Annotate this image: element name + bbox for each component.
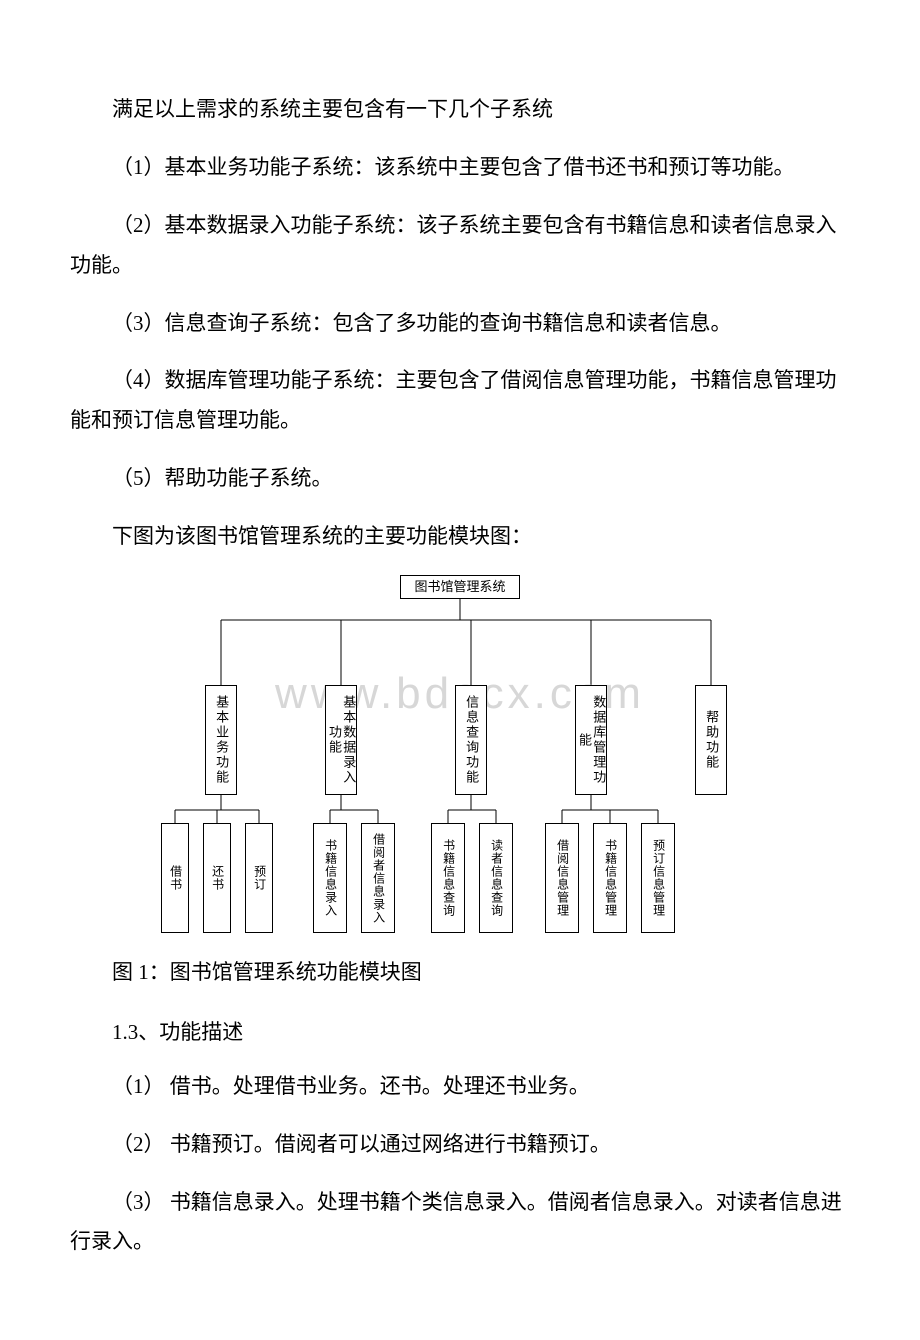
node-leaf-reserve-manage: 预订信息管理 bbox=[641, 823, 675, 933]
subsystem-2: （2）基本数据录入功能子系统：该子系统主要包含有书籍信息和读者信息录入功能。 bbox=[70, 206, 850, 286]
node-mid-db-manage: 数据库管理功能 bbox=[575, 685, 607, 795]
node-mid-help: 帮助功能 bbox=[695, 685, 727, 795]
node-mid-info-query: 信息查询功能 bbox=[455, 685, 487, 795]
func-desc-1: （1） 借书。处理借书业务。还书。处理还书业务。 bbox=[70, 1067, 850, 1107]
node-leaf-borrow-manage: 借阅信息管理 bbox=[545, 823, 579, 933]
subsystem-3: （3）信息查询子系统：包含了多功能的查询书籍信息和读者信息。 bbox=[70, 304, 850, 344]
node-mid-data-entry: 基本数据录入功能 bbox=[325, 685, 357, 795]
diagram-lead-in: 下图为该图书馆管理系统的主要功能模块图： bbox=[70, 517, 850, 557]
section-heading: 1.3、功能描述 bbox=[70, 1013, 850, 1053]
subsystem-5: （5）帮助功能子系统。 bbox=[70, 459, 850, 499]
node-leaf-return: 还书 bbox=[203, 823, 231, 933]
node-root: 图书馆管理系统 bbox=[400, 575, 520, 599]
intro-paragraph: 满足以上需求的系统主要包含有一下几个子系统 bbox=[70, 90, 850, 130]
subsystem-4: （4）数据库管理功能子系统：主要包含了借阅信息管理功能，书籍信息管理功能和预订信… bbox=[70, 361, 850, 441]
module-diagram: www.bdocx.com bbox=[155, 575, 765, 935]
node-leaf-reserve: 预订 bbox=[245, 823, 273, 933]
func-desc-2: （2） 书籍预订。借阅者可以通过网络进行书籍预订。 bbox=[70, 1125, 850, 1165]
node-leaf-borrow: 借书 bbox=[161, 823, 189, 933]
subsystem-1: （1）基本业务功能子系统：该系统中主要包含了借书还书和预订等功能。 bbox=[70, 148, 850, 188]
node-leaf-reader-entry: 借阅者信息录入 bbox=[361, 823, 395, 933]
func-desc-3: （3） 书籍信息录入。处理书籍个类信息录入。借阅者信息录入。对读者信息进行录入。 bbox=[70, 1183, 850, 1263]
node-mid-basic-business: 基本业务功能 bbox=[205, 685, 237, 795]
node-leaf-reader-query: 读者信息查询 bbox=[479, 823, 513, 933]
node-leaf-book-manage: 书籍信息管理 bbox=[593, 823, 627, 933]
figure-caption: 图 1：图书馆管理系统功能模块图 bbox=[70, 953, 850, 993]
node-leaf-book-entry: 书籍信息录入 bbox=[313, 823, 347, 933]
node-leaf-book-query: 书籍信息查询 bbox=[431, 823, 465, 933]
